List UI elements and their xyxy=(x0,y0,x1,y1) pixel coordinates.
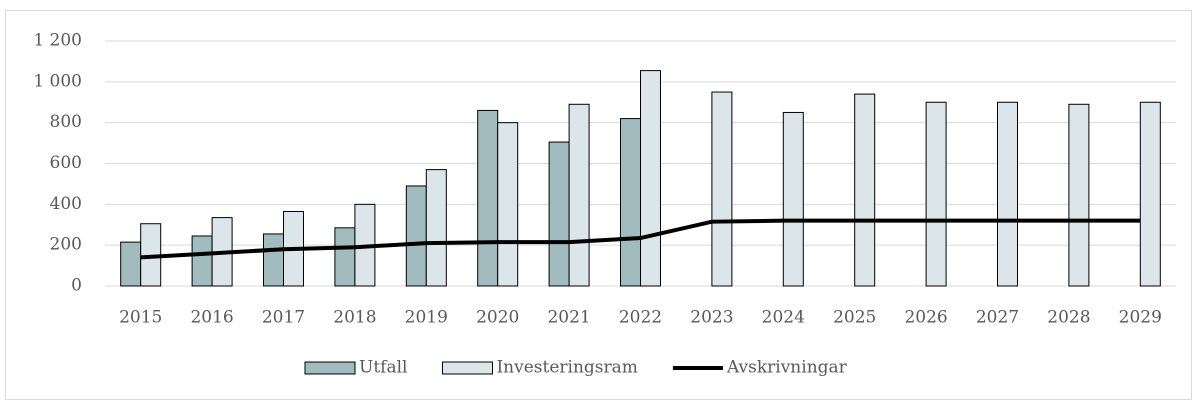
y-tick-label: 0 xyxy=(71,276,82,296)
legend-label: Investeringsram xyxy=(496,358,637,378)
x-tick-label: 2028 xyxy=(1047,308,1090,328)
bar xyxy=(620,118,641,287)
y-tick-label: 200 xyxy=(50,235,82,255)
bar xyxy=(425,169,447,287)
legend-swatch xyxy=(441,361,493,375)
x-tick-label: 2017 xyxy=(262,308,305,328)
y-tick-label: 1 200 xyxy=(33,31,82,51)
x-tick-label: 2022 xyxy=(619,308,662,328)
x-tick-label: 2029 xyxy=(1119,308,1162,328)
legend-label: Utfall xyxy=(359,358,407,378)
bar xyxy=(854,93,876,287)
bar xyxy=(497,122,519,287)
chart-frame xyxy=(5,10,1192,400)
x-tick-label: 2027 xyxy=(976,308,1019,328)
x-tick-label: 2015 xyxy=(119,308,162,328)
y-tick-label: 1 000 xyxy=(33,71,82,91)
bar xyxy=(120,241,142,287)
bar xyxy=(334,227,356,287)
x-tick-label: 2016 xyxy=(190,308,233,328)
x-tick-label: 2019 xyxy=(405,308,448,328)
x-tick-label: 2026 xyxy=(904,308,947,328)
legend-label: Avskrivningar xyxy=(726,358,848,378)
x-tick-label: 2025 xyxy=(833,308,876,328)
bar xyxy=(640,70,661,287)
bar xyxy=(925,101,947,287)
bar xyxy=(263,233,284,287)
x-tick-label: 2021 xyxy=(547,308,590,328)
bar xyxy=(477,109,499,287)
x-tick-label: 2020 xyxy=(476,308,519,328)
x-tick-label: 2023 xyxy=(690,308,733,328)
bar xyxy=(782,111,804,287)
bar xyxy=(548,141,570,287)
y-tick-label: 400 xyxy=(50,194,82,214)
bar xyxy=(1068,103,1090,287)
bar xyxy=(405,185,427,287)
bar xyxy=(568,103,590,287)
y-tick-label: 800 xyxy=(50,112,82,132)
y-tick-label: 600 xyxy=(50,153,82,173)
bar xyxy=(711,91,733,287)
legend-swatch xyxy=(304,361,356,375)
x-tick-label: 2018 xyxy=(333,308,376,328)
bar xyxy=(1139,101,1161,287)
x-tick-label: 2024 xyxy=(762,308,805,328)
line xyxy=(140,218,1141,260)
bar xyxy=(191,235,213,287)
bar xyxy=(997,101,1018,287)
